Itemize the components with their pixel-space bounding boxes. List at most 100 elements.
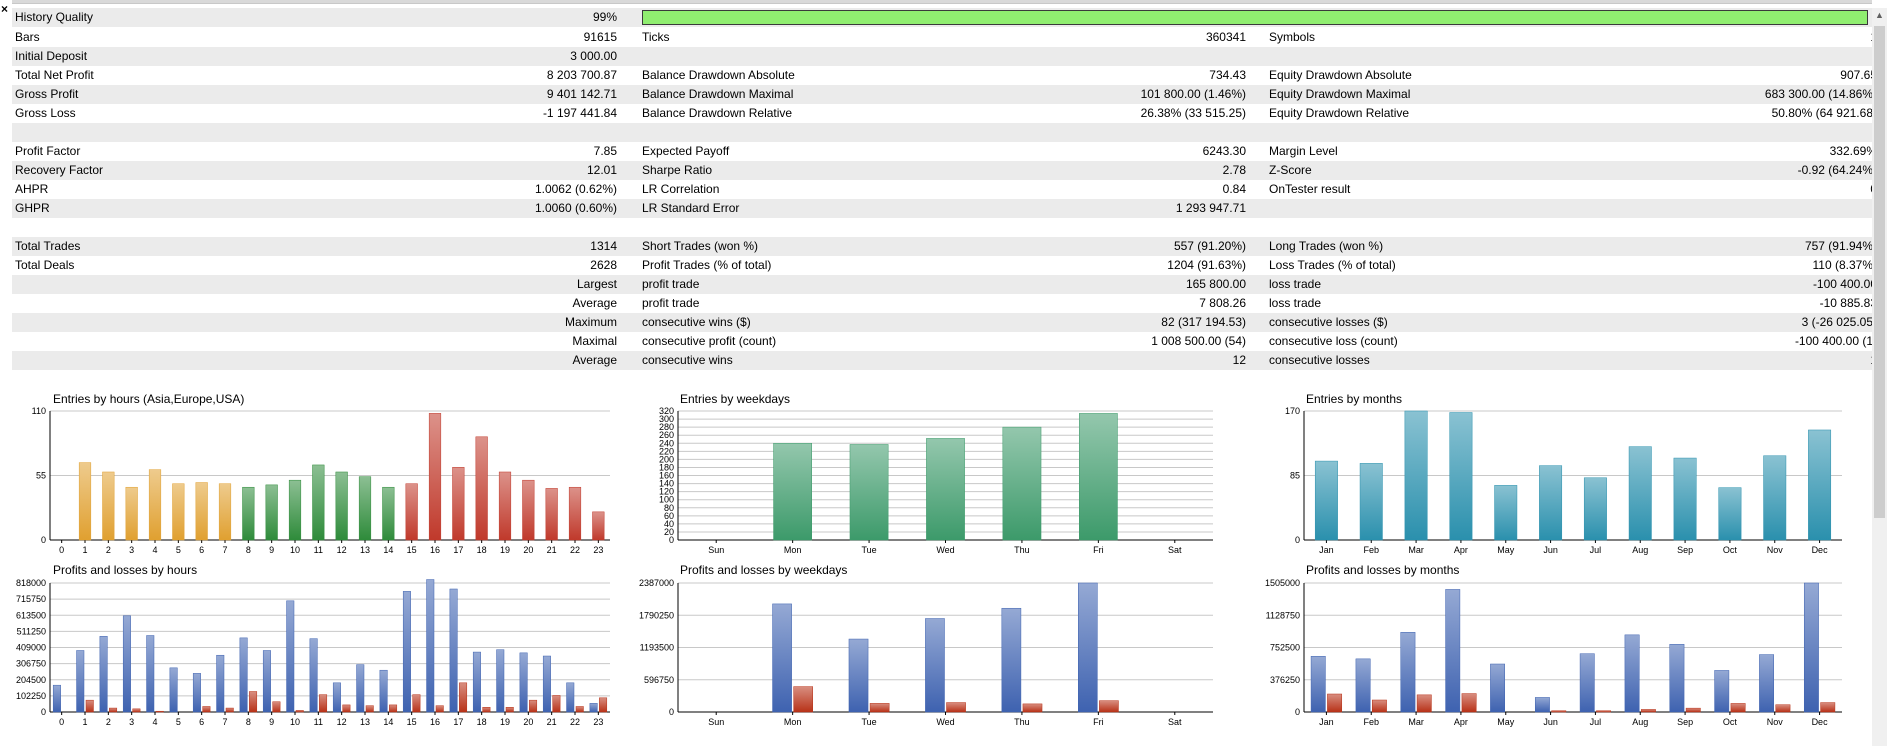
bar (1449, 412, 1473, 541)
x-tick-label: 2 (106, 717, 111, 727)
report-row: Average consecutive wins 12 consecutive los… (12, 351, 1877, 370)
profit-bar (1714, 670, 1730, 713)
vertical-scrollbar[interactable]: ▲ (1872, 8, 1887, 746)
x-tick-label: Feb (1363, 717, 1379, 727)
stat-label (15, 275, 315, 294)
bar (1359, 463, 1383, 541)
bar (78, 462, 92, 541)
loss-bar (1551, 710, 1567, 713)
stat-label: Recovery Factor (15, 163, 104, 177)
x-tick-label: Tue (861, 717, 876, 727)
x-tick-label: Jun (1543, 545, 1558, 555)
loss-bar (272, 701, 281, 713)
stat-value: 91615 (583, 30, 617, 44)
stat-label: AHPR (15, 182, 49, 196)
stat-value: 8 203 700.87 (546, 68, 617, 82)
bar (1079, 413, 1118, 541)
stat-value: Maximal (572, 334, 617, 348)
report-row: Total Net Profit 8 203 700.87 Balance Draw… (12, 66, 1877, 85)
stat-label: consecutive losses ($) (1269, 315, 1388, 329)
report-row: AHPR 1.0062 (0.62%) LR Correlation 0.84 OnTe… (12, 180, 1877, 199)
stat-label: Balance Drawdown Relative (642, 106, 793, 120)
y-tick-label: 409000 (16, 643, 46, 653)
bar (405, 483, 418, 541)
bar (1718, 487, 1742, 541)
x-tick-label: Mar (1408, 545, 1424, 555)
profit-bar (1078, 582, 1098, 713)
stat-value: 2.78 (1222, 163, 1246, 177)
stat-label: consecutive wins (642, 353, 733, 367)
scroll-up-arrow-icon[interactable]: ▲ (1875, 10, 1884, 20)
stat-label (15, 351, 315, 370)
profit-bar (262, 650, 271, 713)
x-tick-label: 11 (314, 717, 323, 727)
bar (475, 436, 488, 541)
close-icon[interactable]: × (1, 2, 9, 16)
stat-label: Ticks (642, 30, 670, 44)
y-tick-label: 180 (659, 462, 674, 472)
loss-bar (1416, 694, 1432, 713)
x-tick-label: Oct (1723, 545, 1738, 555)
stat-value: 50.80% (64 921.68) (1771, 106, 1877, 120)
x-tick-label: 7 (222, 545, 227, 555)
bar (242, 486, 255, 541)
history-quality-bar (642, 10, 1868, 25)
stat-label: profit trade (642, 296, 700, 310)
report-row: Bars 91615 Ticks 360341 Symbols 1 (12, 28, 1877, 47)
x-tick-label: 9 (269, 717, 274, 727)
stat-label: Total Net Profit (15, 68, 94, 82)
x-tick-label: 12 (337, 717, 347, 727)
stat-label (642, 370, 1042, 389)
x-tick-label: Sun (708, 717, 724, 727)
x-tick-label: 20 (523, 717, 533, 727)
y-tick-label: 85 (1290, 471, 1300, 481)
profit-bar (1400, 632, 1416, 713)
profit-bar (402, 591, 411, 713)
x-tick-label: Fri (1093, 545, 1104, 555)
x-tick-label: 6 (199, 545, 204, 555)
x-tick-label: 17 (453, 717, 463, 727)
stat-value: 3 000.00 (570, 49, 617, 63)
bar (195, 482, 208, 541)
scroll-thumb[interactable] (1874, 26, 1885, 518)
x-tick-label: Wed (936, 545, 954, 555)
x-tick-label: 16 (430, 717, 440, 727)
stat-label: LR Correlation (642, 182, 720, 196)
report-row (12, 370, 1872, 389)
x-tick-label: Wed (936, 717, 954, 727)
y-tick-label: 220 (659, 446, 674, 456)
profit-bar (52, 684, 61, 713)
loss-bar (342, 704, 351, 713)
loss-bar (1461, 693, 1477, 713)
x-tick-label: Tue (861, 545, 876, 555)
y-tick-label: 240 (659, 438, 674, 448)
bar (498, 471, 512, 541)
x-tick-label: 20 (523, 545, 533, 555)
loss-bar (319, 694, 328, 713)
stat-value: 110 (8.37%) (1812, 258, 1877, 272)
loss-bar (505, 707, 514, 713)
stat-label (15, 332, 315, 351)
y-tick-label: 102250 (16, 691, 46, 701)
stat-label (15, 218, 315, 237)
report-row: Recovery Factor 12.01 Sharpe Ratio 2.78 Z-Sc… (12, 161, 1877, 180)
x-tick-label: Thu (1014, 545, 1030, 555)
profit-bar (1759, 654, 1774, 713)
stat-label: Long Trades (won %) (1269, 239, 1384, 253)
stat-label (15, 294, 315, 313)
loss-bar (1327, 693, 1343, 713)
x-tick-label: 19 (500, 717, 510, 727)
loss-bar (132, 708, 141, 713)
x-tick-label: May (1497, 545, 1515, 555)
y-tick-label: 511250 (17, 626, 46, 636)
bar (849, 444, 889, 541)
y-tick-label: 1128750 (1266, 610, 1300, 620)
report-row: GHPR 1.0060 (0.60%) LR Standard Error 1 293… (12, 199, 1872, 218)
y-tick-label: 204500 (16, 675, 46, 685)
loss-bar (1685, 707, 1701, 713)
bar (428, 413, 442, 541)
report-row: Total Deals 2628 Profit Trades (% of total… (12, 256, 1877, 275)
x-tick-label: 22 (570, 717, 580, 727)
stat-label: Symbols (1269, 30, 1316, 44)
bar (172, 483, 185, 541)
